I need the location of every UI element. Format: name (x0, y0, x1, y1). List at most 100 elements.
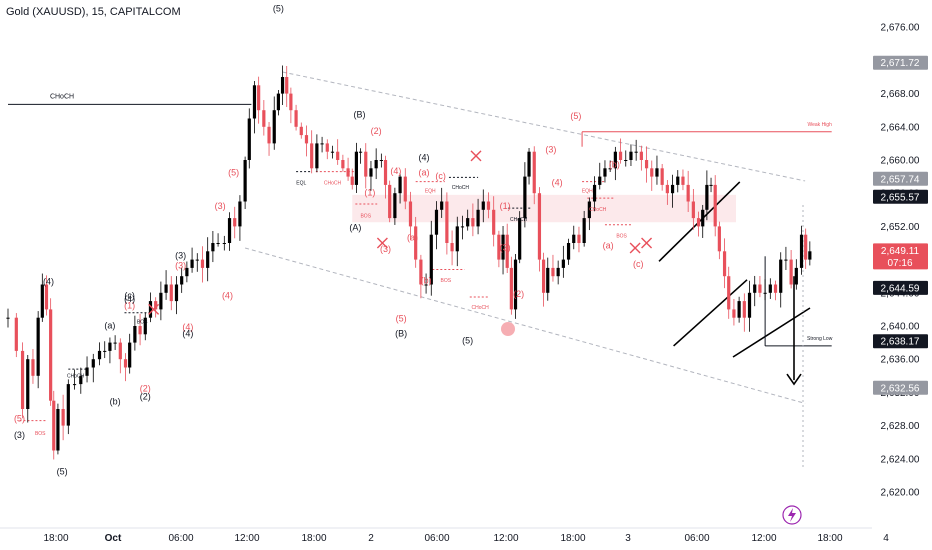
candle-body (247, 118, 251, 160)
candle-body (742, 301, 746, 318)
candle-body (696, 218, 701, 227)
candle-body (737, 301, 741, 318)
x-tick-label: Oct (105, 533, 122, 544)
wave-label: (5) (57, 466, 68, 476)
candle-body (691, 201, 695, 219)
candle-body (148, 301, 153, 318)
wave-label: (a) (419, 168, 430, 178)
price-badge-label: 2,655.57 (881, 192, 920, 203)
x-tick-label: 18:00 (301, 533, 326, 544)
candle-body (608, 168, 612, 170)
candle-body (799, 234, 804, 268)
wave-label: (1) (124, 300, 135, 310)
price-badge-label: 2,644.59 (881, 283, 920, 294)
candle-body (44, 284, 49, 310)
wave-label: (a) (407, 232, 418, 242)
candle-body (665, 184, 669, 194)
wave-label: (5) (570, 111, 581, 121)
candle-body (133, 326, 137, 343)
lightning-icon[interactable] (782, 505, 802, 525)
candle-body (701, 209, 705, 227)
wave-label: (5) (228, 168, 239, 178)
wave-label: (c) (124, 290, 135, 300)
bos-choch-label: CHoCH (510, 217, 528, 223)
candle-body (509, 267, 513, 310)
channel-line[interactable] (244, 247, 806, 404)
wave-label: (4) (182, 329, 193, 339)
candle-body (211, 243, 215, 252)
pink-marker (501, 322, 515, 336)
candle-body (393, 193, 397, 219)
wave-label: (a) (603, 241, 614, 251)
structure-line-label: CHoCH (50, 93, 74, 100)
candle-body (566, 243, 571, 260)
wave-label: (3) (380, 244, 391, 254)
wave-label: (3) (545, 144, 556, 154)
candle-body (315, 143, 319, 169)
bos-choch-label: CHoCH (324, 180, 342, 186)
candle-body (398, 176, 402, 194)
candle-body (108, 342, 112, 351)
channel-line[interactable] (282, 71, 806, 182)
candle-body (713, 184, 717, 227)
price-badge (873, 380, 928, 395)
wedge-line[interactable] (673, 279, 748, 347)
wave-label: (b) (421, 276, 432, 286)
candle-body (195, 259, 199, 261)
candle-body (634, 151, 638, 153)
cross-mark-icon (641, 237, 653, 249)
candle-body (445, 201, 449, 243)
bos-choch-label: CHoCH (67, 374, 85, 380)
x-tick-label: 12:00 (493, 533, 518, 544)
candle-body (20, 350, 25, 409)
candle-body (532, 151, 536, 194)
candle-body (639, 151, 643, 160)
cross-mark-stroke (148, 303, 160, 315)
wave-label: (2) (140, 392, 151, 402)
candle-body (233, 218, 237, 227)
supply-zone (352, 194, 736, 223)
x-tick-label: 06:00 (424, 533, 449, 544)
candle-body (49, 309, 53, 401)
price-badge (873, 189, 928, 204)
x-tick-label: 18:00 (817, 533, 842, 544)
candle-body (709, 184, 713, 186)
price-badge-label: 2,632.56 (881, 383, 920, 394)
candle-body (592, 184, 597, 202)
candle-body (497, 234, 501, 260)
candle-body (299, 126, 303, 136)
candle-body (388, 184, 392, 219)
candle-body (36, 317, 40, 376)
candle-body (686, 184, 690, 202)
cross-mark-icon (376, 237, 388, 249)
wave-label: (4) (222, 290, 233, 300)
candle-body (364, 151, 368, 177)
candle-body (154, 301, 158, 310)
candle-body (753, 284, 757, 293)
x-tick-label: 18:00 (560, 533, 585, 544)
wedge-support-line[interactable] (732, 307, 811, 358)
candle-body (310, 143, 314, 169)
price-badge (873, 55, 928, 70)
bos-choch-label: EQH (425, 189, 436, 195)
candle-body (174, 284, 179, 302)
candle-body (325, 143, 329, 152)
candle-body (471, 218, 475, 227)
candle-body (138, 326, 142, 335)
down-arrow-icon (786, 373, 802, 386)
candle-body (587, 201, 591, 219)
candle-body (190, 259, 194, 268)
candle-body (784, 259, 788, 261)
bos-choch-label: CHoCH (589, 207, 607, 213)
candle-body (304, 135, 309, 144)
candle-body (582, 218, 586, 243)
candle-body (486, 201, 491, 210)
x-tick-label: 18:00 (43, 533, 68, 544)
candle-body (624, 160, 628, 161)
wave-label: (4) (552, 178, 563, 188)
price-badge (873, 243, 928, 270)
cross-mark-stroke (376, 237, 388, 249)
y-tick-label: 2,676.00 (881, 23, 920, 34)
candle-body (414, 226, 418, 260)
